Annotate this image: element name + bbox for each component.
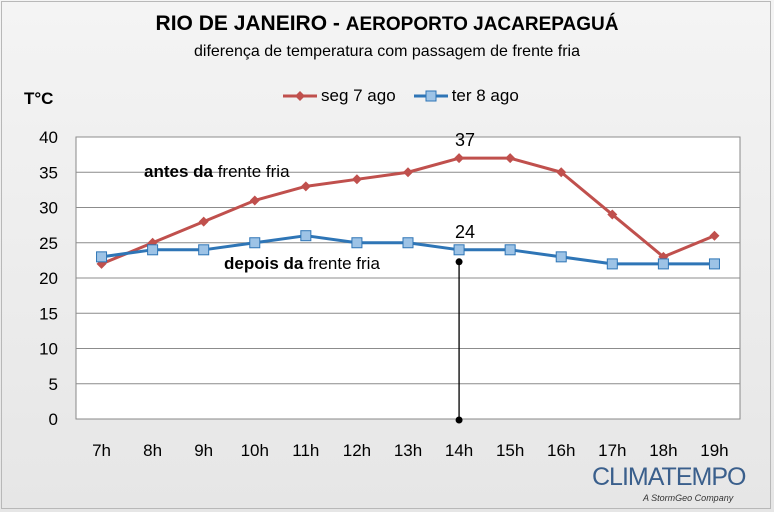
data-point-seg [709,230,720,241]
data-point-ter [657,258,669,270]
legend: seg 7 ago ter 8 ago [283,86,537,106]
data-point-ter [351,237,363,249]
data-point-ter [453,244,465,256]
data-point-seg [300,181,311,192]
x-tick-label: 10h [241,441,269,460]
y-axis-label: T°C [24,89,54,108]
marker-line-top-dot [455,258,463,266]
data-point-seg [454,153,465,164]
x-tick-label: 17h [598,441,626,460]
x-tick-label: 7h [92,441,111,460]
data-point-ter [555,251,567,263]
data-point-ter [504,244,516,256]
annotation-depois: depois da frente fria [224,254,380,273]
x-tick-label: 18h [649,441,677,460]
chart-subtitle: diferença de temperatura com passagem de… [194,43,580,60]
legend-swatch-seg [283,91,317,101]
data-point-ter [606,258,618,270]
legend-item-seg: seg 7 ago [283,86,396,106]
x-tick-label: 11h [292,441,319,460]
data-point-seg [249,195,260,206]
data-point-seg [403,167,413,178]
data-point-seg [607,209,618,220]
data-point-seg [505,153,516,164]
legend-swatch-ter [413,90,448,102]
x-tick-label: 9h [194,441,213,460]
data-point-ter [708,258,720,270]
y-tick-label: 10 [39,340,58,359]
data-point-ter [198,244,210,256]
chart-title: RIO DE JANEIRO - AEROPORTO JACAREPAGUÁ [0,12,774,36]
data-point-seg [351,174,362,185]
y-tick-label: 25 [39,234,58,253]
x-tick-label: 19h [700,441,728,460]
data-label: 24 [455,222,475,242]
y-tick-label: 5 [49,375,58,394]
annotation-antes: antes da frente fria [144,162,290,181]
x-tick-label: 13h [394,441,422,460]
y-tick-label: 20 [39,269,58,288]
legend-item-ter: ter 8 ago [413,86,519,106]
x-tick-label: 16h [547,441,575,460]
annotation-bold: antes da [144,162,214,181]
legend-label-ter: ter 8 ago [451,86,519,105]
data-point-ter [402,237,414,249]
x-tick-label: 12h [343,441,371,460]
data-point-ter [96,251,108,263]
annotation-rest: frente fria [303,254,380,273]
marker-line-bottom-dot [455,416,463,424]
data-point-ter [147,244,159,256]
x-tick-label: 14h [445,441,473,460]
y-tick-label: 0 [49,410,58,429]
data-point-ter [300,230,312,242]
y-tick-label: 30 [39,199,58,218]
data-point-ter [249,237,261,249]
title-city: RIO DE JANEIRO [155,12,328,35]
brand-tagline: A StormGeo Company [643,493,734,503]
y-tick-label: 35 [39,163,58,182]
data-point-seg [556,167,567,178]
data-point-seg [198,216,209,227]
title-station: AEROPORTO JACAREPAGUÁ [345,14,619,35]
legend-label-seg: seg 7 ago [321,86,396,105]
y-tick-label: 15 [39,304,58,323]
data-label: 37 [455,130,475,150]
brand-logo: CLIMATEMPO [592,463,746,491]
x-tick-label: 8h [143,441,162,460]
annotation-bold: depois da [224,254,304,273]
title-separator: - [332,12,340,35]
y-tick-label: 40 [39,128,58,147]
annotation-rest: frente fria [213,162,290,181]
x-tick-label: 15h [496,441,524,460]
